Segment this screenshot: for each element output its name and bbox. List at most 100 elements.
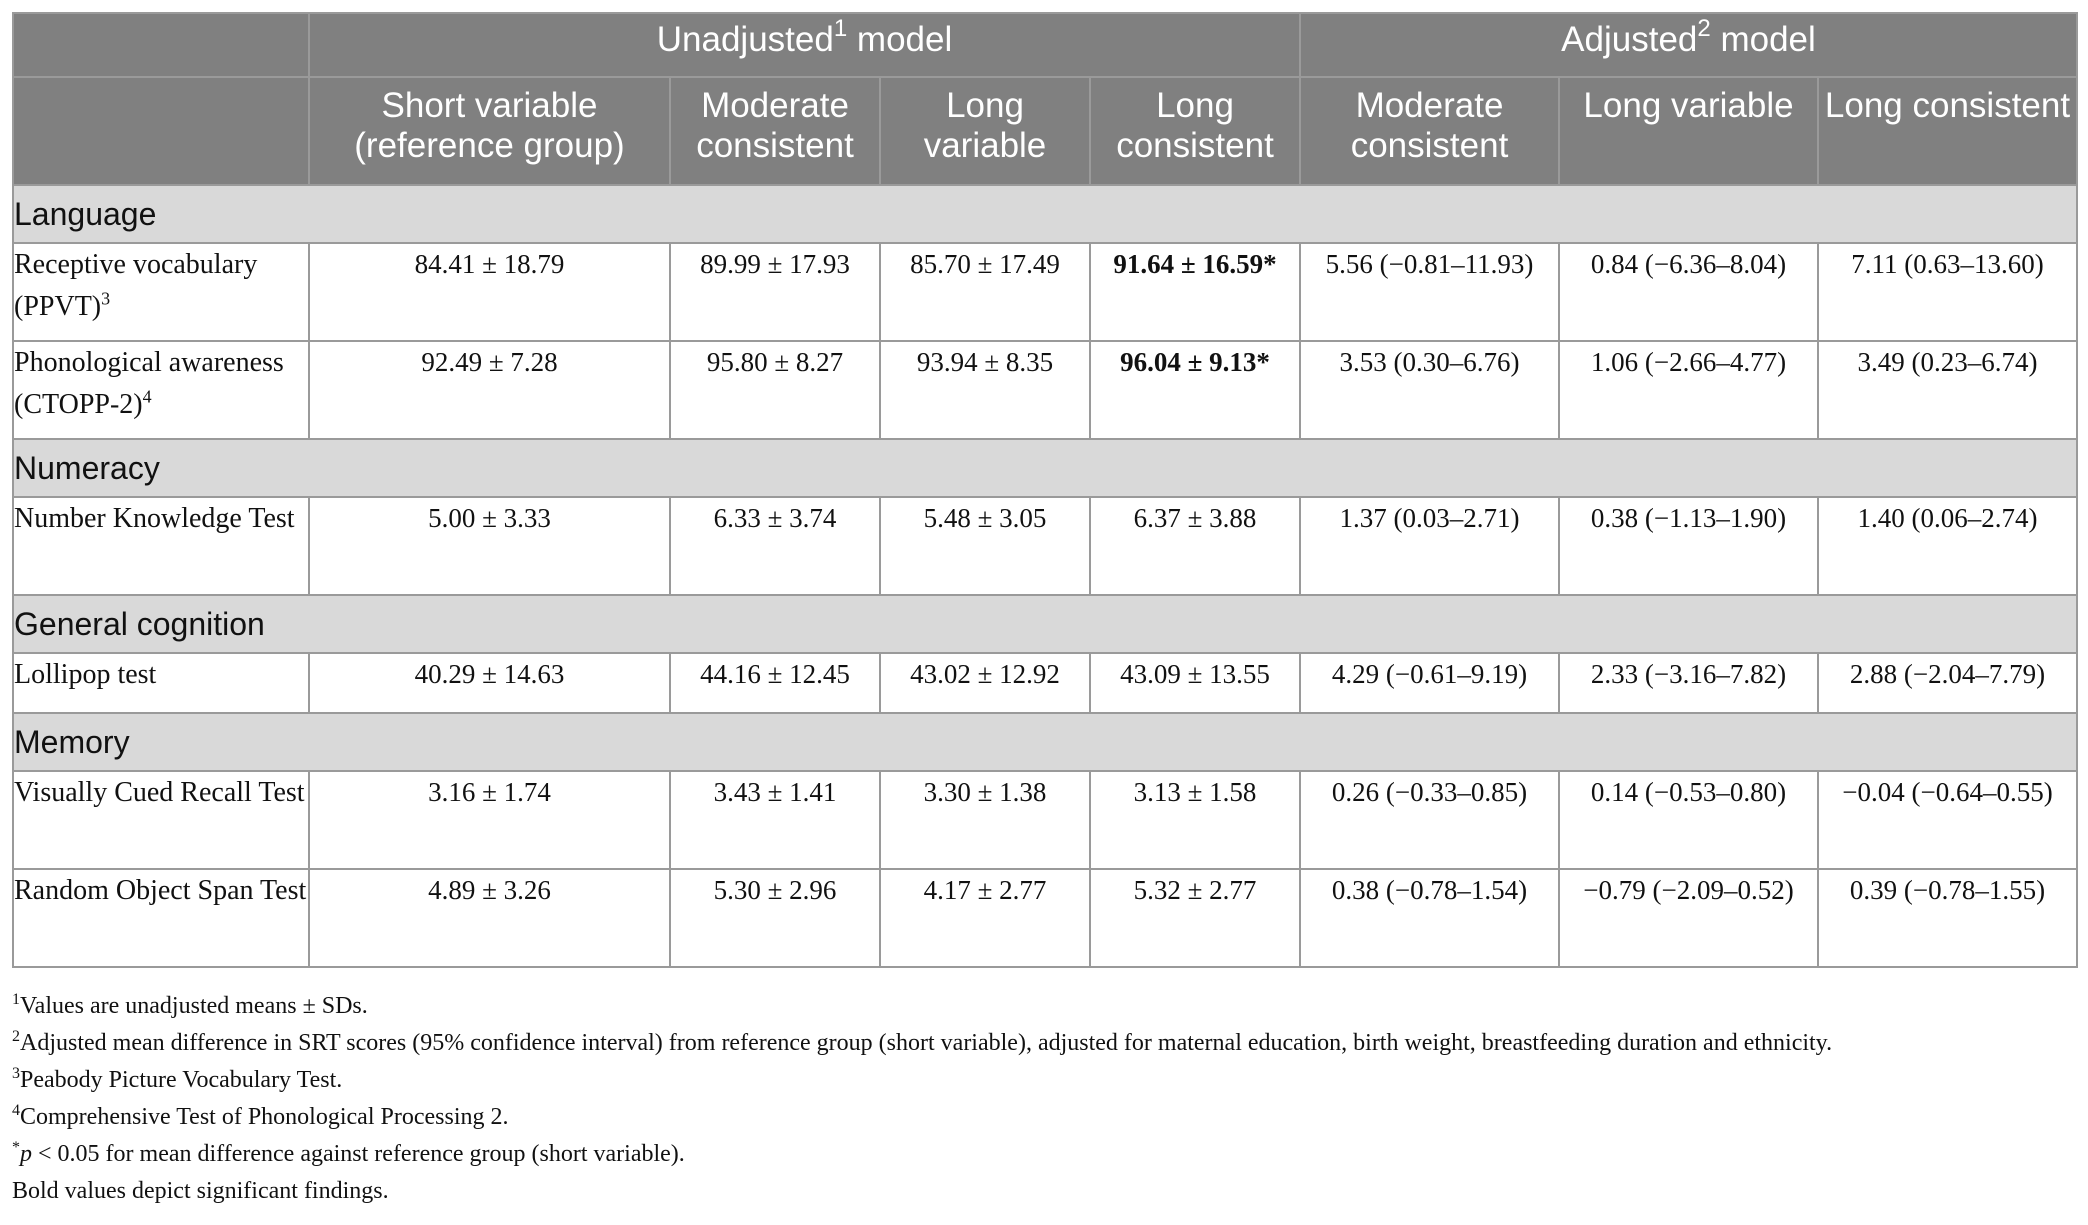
table-cell: 6.37 ± 3.88 [1089,496,1301,596]
table-cell: 5.30 ± 2.96 [669,868,881,968]
table-cell: 89.99 ± 17.93 [669,242,881,342]
column-header: Short variable (reference group) [308,76,671,186]
section-title: General cognition [12,594,2078,654]
header-group1-sup: 1 [833,15,848,43]
table-cell: 1.37 (0.03–2.71) [1299,496,1560,596]
table-cell: 3.53 (0.30–6.76) [1299,340,1560,440]
row-label-text: Phonological awareness (CTOPP-2) [14,347,284,420]
footnote-4-mark: 4 [12,1102,20,1119]
table-cell: 4.89 ± 3.26 [308,868,671,968]
section-title: Language [12,184,2078,244]
header-row-columns: Short variable (reference group) Moderat… [12,76,2078,186]
table-cell: 0.39 (−0.78–1.55) [1817,868,2078,968]
table-cell-significant: 91.64 ± 16.59* [1089,242,1301,342]
table-cell: 7.11 (0.63–13.60) [1817,242,2078,342]
table-cell: 93.94 ± 8.35 [879,340,1091,440]
footnote-2-mark: 2 [12,1028,20,1045]
footnote-3: 3Peabody Picture Vocabulary Test. [12,1062,2076,1099]
header-group2-suffix: model [1710,20,1816,59]
table-row: Receptive vocabulary (PPVT)3 84.41 ± 18.… [12,242,2078,342]
table-cell: 6.33 ± 3.74 [669,496,881,596]
section-row-memory: Memory [12,712,2078,772]
row-label-sup: 4 [142,386,152,407]
table-cell: 5.56 (−0.81–11.93) [1299,242,1560,342]
table-cell: 3.30 ± 1.38 [879,770,1091,870]
column-header: Long variable [879,76,1091,186]
table-cell: 40.29 ± 14.63 [308,652,671,714]
row-label-sup: 3 [101,288,111,309]
row-label-text: Number Knowledge Test [14,503,295,534]
table-cell: 0.38 (−1.13–1.90) [1558,496,1819,596]
table-cell: 3.43 ± 1.41 [669,770,881,870]
results-table: Unadjusted1 model Adjusted2 model Short … [12,12,2078,968]
header-adjusted-model: Adjusted2 model [1299,12,2078,78]
footnote-5-text: < 0.05 for mean difference against refer… [32,1141,685,1167]
table-row: Number Knowledge Test 5.00 ± 3.33 6.33 ±… [12,496,2078,596]
table-cell: 5.32 ± 2.77 [1089,868,1301,968]
header-empty-cell [12,12,310,78]
section-row-general-cognition: General cognition [12,594,2078,654]
table-cell: 84.41 ± 18.79 [308,242,671,342]
table-cell: 85.70 ± 17.49 [879,242,1091,342]
table-row: Visually Cued Recall Test 3.16 ± 1.74 3.… [12,770,2078,870]
row-label-text: Random Object Span Test [14,875,307,906]
table-cell: −0.79 (−2.09–0.52) [1558,868,1819,968]
column-header: Long consistent [1817,76,2078,186]
section-row-language: Language [12,184,2078,244]
header-group1-text: Unadjusted [656,20,834,59]
footnote-4-text: Comprehensive Test of Phonological Proce… [20,1104,509,1130]
row-label: Lollipop test [12,652,310,714]
table-cell: 5.00 ± 3.33 [308,496,671,596]
table-cell: 3.13 ± 1.58 [1089,770,1301,870]
footnote-1: 1Values are unadjusted means ± SDs. [12,988,2076,1025]
footnote-5-mark: * [12,1139,20,1156]
footnote-3-text: Peabody Picture Vocabulary Test. [20,1067,343,1093]
footnote-1-mark: 1 [12,991,20,1008]
row-label-text: Lollipop test [14,659,157,690]
table-cell: 2.33 (−3.16–7.82) [1558,652,1819,714]
table-cell: 1.40 (0.06–2.74) [1817,496,2078,596]
table-footnotes: 1Values are unadjusted means ± SDs. 2Adj… [12,988,2076,1210]
section-row-numeracy: Numeracy [12,438,2078,498]
section-title: Numeracy [12,438,2078,498]
row-label: Number Knowledge Test [12,496,310,596]
table-row: Phonological awareness (CTOPP-2)4 92.49 … [12,340,2078,440]
table-cell: 43.02 ± 12.92 [879,652,1091,714]
row-label-text: Receptive vocabulary (PPVT) [14,249,258,322]
column-header: Long variable [1558,76,1819,186]
footnote-3-mark: 3 [12,1065,20,1082]
footnote-5-p: p [20,1141,32,1167]
footnote-1-text: Values are unadjusted means ± SDs. [20,993,368,1019]
header-group1-suffix: model [847,20,953,59]
table-cell: 0.26 (−0.33–0.85) [1299,770,1560,870]
section-title: Memory [12,712,2078,772]
header-group2-sup: 2 [1697,15,1711,43]
table-cell: 92.49 ± 7.28 [308,340,671,440]
table-cell: 1.06 (−2.66–4.77) [1558,340,1819,440]
footnote-2: 2Adjusted mean difference in SRT scores … [12,1025,2076,1062]
header-row-groups: Unadjusted1 model Adjusted2 model [12,12,2078,78]
table-cell: 2.88 (−2.04–7.79) [1817,652,2078,714]
table-cell: 4.29 (−0.61–9.19) [1299,652,1560,714]
column-header: Moderate consistent [1299,76,1560,186]
row-label: Visually Cued Recall Test [12,770,310,870]
table-cell: 3.49 (0.23–6.74) [1817,340,2078,440]
row-label: Receptive vocabulary (PPVT)3 [12,242,310,342]
table-cell: 44.16 ± 12.45 [669,652,881,714]
footnote-2-text: Adjusted mean difference in SRT scores (… [20,1030,1833,1056]
table-cell: 3.16 ± 1.74 [308,770,671,870]
table-row: Lollipop test 40.29 ± 14.63 44.16 ± 12.4… [12,652,2078,714]
table-row: Random Object Span Test 4.89 ± 3.26 5.30… [12,868,2078,968]
table-cell: 4.17 ± 2.77 [879,868,1091,968]
row-label: Phonological awareness (CTOPP-2)4 [12,340,310,440]
header-unadjusted-model: Unadjusted1 model [308,12,1301,78]
column-header: Long consistent [1089,76,1301,186]
footnote-bold-note: Bold values depict significant findings. [12,1178,389,1204]
column-header: Moderate consistent [669,76,881,186]
table-cell: 43.09 ± 13.55 [1089,652,1301,714]
table-cell: 0.38 (−0.78–1.54) [1299,868,1560,968]
table-cell: 5.48 ± 3.05 [879,496,1091,596]
table-cell: −0.04 (−0.64–0.55) [1817,770,2078,870]
table-cell: 0.84 (−6.36–8.04) [1558,242,1819,342]
table-cell: 0.14 (−0.53–0.80) [1558,770,1819,870]
